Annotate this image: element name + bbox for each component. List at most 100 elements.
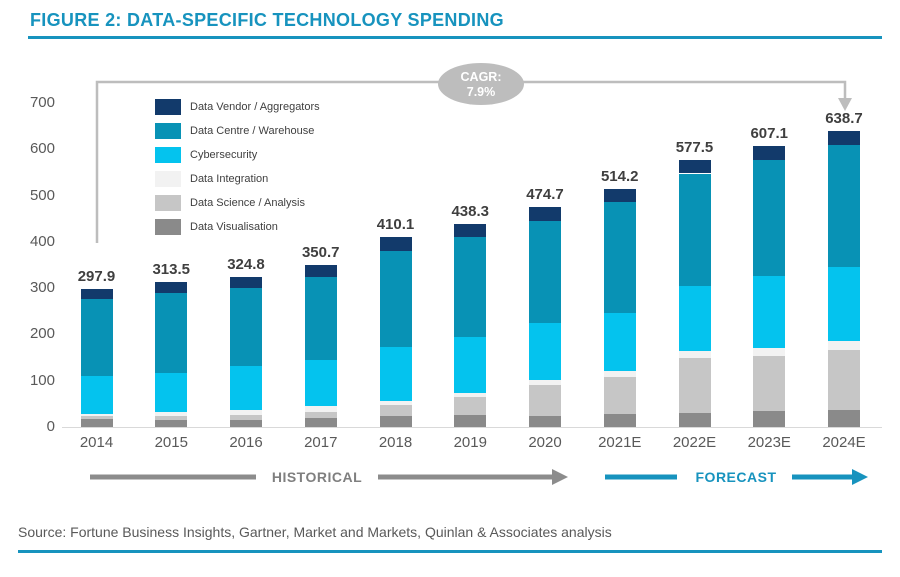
bar-segment bbox=[155, 419, 188, 427]
x-tick-label: 2023E bbox=[747, 434, 791, 451]
x-tick-label: 2024E bbox=[822, 434, 866, 451]
bar-segment bbox=[603, 377, 636, 415]
bar-segment bbox=[230, 410, 262, 416]
bar-total-label: 410.1 bbox=[376, 216, 415, 234]
legend-label: Data Vendor / Aggregators bbox=[190, 101, 320, 113]
bar-total-label: 297.9 bbox=[77, 268, 116, 286]
bar-segment bbox=[753, 411, 786, 427]
bar-segment bbox=[304, 412, 337, 419]
legend-swatch bbox=[155, 147, 181, 163]
bar-segment bbox=[230, 287, 262, 367]
x-tick-label: 2019 bbox=[453, 434, 487, 451]
bar-segment bbox=[155, 372, 188, 413]
bar-segment bbox=[454, 415, 487, 427]
bar-segment bbox=[304, 359, 337, 407]
legend-label: Data Science / Analysis bbox=[190, 197, 305, 209]
x-tick-label: 2021E bbox=[598, 434, 642, 451]
y-tick-label: 400 bbox=[29, 232, 55, 250]
bar-segment bbox=[529, 384, 561, 417]
bar-total-label: 324.8 bbox=[227, 255, 265, 273]
bar-segment bbox=[828, 409, 860, 427]
bar-segment bbox=[678, 413, 711, 427]
bar-segment bbox=[80, 419, 113, 427]
bar-segment bbox=[230, 415, 262, 420]
bar-segment bbox=[603, 371, 636, 378]
bar-segment bbox=[80, 289, 113, 300]
legend-swatch bbox=[155, 171, 181, 187]
y-tick-label: 100 bbox=[29, 371, 55, 389]
bar-segment bbox=[603, 188, 636, 203]
bar-segment bbox=[155, 281, 188, 293]
bar-segment bbox=[454, 224, 487, 238]
bar-segment bbox=[753, 348, 786, 356]
y-tick-label: 700 bbox=[29, 93, 55, 111]
bar-segment bbox=[753, 276, 786, 349]
bar-segment bbox=[304, 277, 337, 360]
x-tick-label: 2015 bbox=[154, 434, 188, 451]
bar-segment bbox=[678, 159, 711, 174]
bar-segment bbox=[304, 406, 337, 413]
y-tick-label: 200 bbox=[29, 325, 55, 343]
bar-segment bbox=[753, 355, 786, 412]
bar-segment bbox=[379, 237, 412, 251]
bar-segment bbox=[529, 220, 561, 323]
bar-segment bbox=[454, 237, 487, 338]
bar-segment bbox=[230, 366, 262, 411]
bar-segment bbox=[678, 173, 711, 286]
cagr-arrowhead-icon bbox=[838, 98, 852, 111]
x-tick-label: 2018 bbox=[378, 434, 413, 451]
bar-total-label: 438.3 bbox=[451, 203, 490, 221]
bar-total-label: 313.5 bbox=[152, 260, 191, 278]
bar-segment bbox=[828, 350, 860, 410]
source-text: Source: Fortune Business Insights, Gartn… bbox=[18, 524, 612, 540]
y-tick-label: 500 bbox=[29, 186, 55, 204]
bar-segment bbox=[454, 392, 487, 397]
bar-segment bbox=[828, 131, 860, 146]
bar-total-label: 607.1 bbox=[750, 124, 789, 142]
bar-segment bbox=[603, 202, 636, 313]
bar-segment bbox=[828, 145, 860, 267]
bar-segment bbox=[529, 207, 561, 221]
chart-area: CAGR: 7.9% 0 100 200 300 400 500 600 700 297.9 2… bbox=[29, 63, 882, 485]
forecast-arrowhead-icon bbox=[852, 469, 868, 485]
bar-segment bbox=[155, 415, 188, 420]
y-tick-label: 600 bbox=[29, 140, 55, 158]
bar-segment bbox=[155, 412, 188, 416]
x-axis-line bbox=[62, 427, 882, 428]
figure-title: FIGURE 2: DATA-SPECIFIC TECHNOLOGY SPEND… bbox=[30, 10, 504, 30]
bar-segment bbox=[304, 418, 337, 427]
bar-segment bbox=[603, 313, 636, 372]
bar-segment bbox=[379, 416, 412, 427]
historical-arrowhead-icon bbox=[552, 469, 568, 485]
bar-segment bbox=[80, 376, 113, 414]
bar-segment bbox=[678, 350, 711, 359]
title-underline bbox=[28, 36, 882, 39]
bar-segment bbox=[678, 358, 711, 414]
bar-segment bbox=[304, 264, 337, 278]
bar-segment bbox=[80, 415, 113, 420]
historical-label: HISTORICAL bbox=[271, 469, 363, 485]
bar-segment bbox=[379, 405, 412, 417]
bar-total-label: 577.5 bbox=[675, 138, 714, 156]
x-tick-label: 2016 bbox=[229, 434, 263, 451]
legend-swatch bbox=[155, 219, 181, 235]
bar-total-label: 350.7 bbox=[301, 243, 340, 261]
bottom-rule bbox=[18, 550, 882, 553]
bar-segment bbox=[80, 413, 113, 416]
bar-segment bbox=[753, 159, 786, 277]
forecast-label: FORECAST bbox=[695, 469, 777, 485]
bar-segment bbox=[230, 276, 262, 288]
bar-total-label: 514.2 bbox=[600, 167, 639, 185]
bar-segment bbox=[80, 299, 113, 377]
cagr-bubble: CAGR: 7.9% bbox=[438, 64, 524, 105]
cagr-value: 7.9% bbox=[466, 84, 496, 99]
x-tick-label: 2014 bbox=[79, 434, 114, 451]
legend-swatch bbox=[155, 195, 181, 211]
bar-total-label: 474.7 bbox=[526, 186, 564, 204]
legend-swatch bbox=[155, 99, 181, 115]
bar-segment bbox=[828, 266, 860, 342]
bar-segment bbox=[529, 379, 561, 385]
x-tick-label: 2020 bbox=[528, 434, 562, 451]
bar-segment bbox=[529, 416, 561, 427]
legend-label: Data Visualisation bbox=[190, 221, 278, 233]
